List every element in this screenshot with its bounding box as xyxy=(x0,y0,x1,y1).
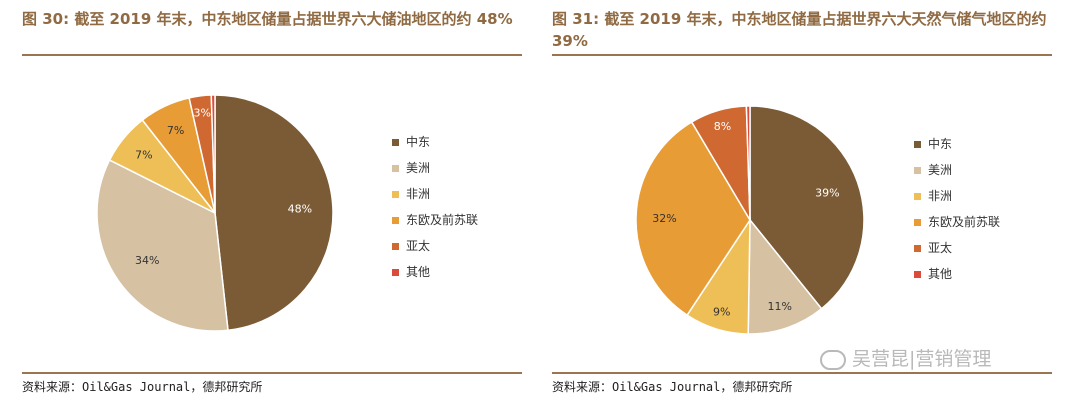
legend-swatch xyxy=(914,167,921,174)
title-divider xyxy=(552,54,1052,56)
legend-swatch xyxy=(392,269,399,276)
legend-label: 美洲 xyxy=(928,163,952,177)
slice-data-label: 3% xyxy=(193,106,210,119)
legend-label: 其他 xyxy=(406,265,430,279)
source-note: 资料来源：Oil&Gas Journal，德邦研究所 xyxy=(22,380,263,394)
slice-data-label: 7% xyxy=(135,149,152,162)
slice-data-label: 39% xyxy=(815,187,839,200)
wechat-icon xyxy=(820,349,846,370)
pie-slice-1 xyxy=(214,94,334,332)
source-note: 资料来源：Oil&Gas Journal，德邦研究所 xyxy=(552,380,793,394)
legend-swatch xyxy=(914,141,921,148)
right-chart-panel: 图 31: 截至 2019 年末，中东地区储量占据世界六大天然气储气地区的约 3… xyxy=(552,0,1080,408)
legend-swatch xyxy=(914,193,921,200)
slice-data-label: 7% xyxy=(167,124,184,137)
legend-label: 亚太 xyxy=(928,240,952,255)
legend-swatch xyxy=(392,243,399,250)
pie-slice-6 xyxy=(210,94,216,214)
legend-label: 中东 xyxy=(406,134,430,149)
legend-label: 其他 xyxy=(928,267,952,281)
watermark: 吴营昆|营销管理 xyxy=(820,344,991,371)
pie-slice-1 xyxy=(749,105,865,310)
pie-slice-6 xyxy=(745,105,751,221)
chart-title: 图 30: 截至 2019 年末，中东地区储量占据世界六大储油地区的约 48% xyxy=(22,10,513,28)
pie-slice-2 xyxy=(96,159,229,332)
pie-slice-2 xyxy=(747,217,823,335)
legend-label: 亚太 xyxy=(406,238,430,253)
pie-slice-4 xyxy=(635,121,751,317)
legend-label: 东欧及前苏联 xyxy=(928,214,1000,229)
legend-swatch xyxy=(914,271,921,278)
legend-swatch xyxy=(914,245,921,252)
slice-data-label: 34% xyxy=(135,254,159,267)
footer-divider xyxy=(22,372,522,374)
slice-data-label: 48% xyxy=(288,202,312,215)
left-chart-panel: 图 30: 截至 2019 年末，中东地区储量占据世界六大储油地区的约 48% … xyxy=(22,10,522,394)
legend-swatch xyxy=(914,219,921,226)
legend-swatch xyxy=(392,217,399,224)
footer-divider xyxy=(552,372,1052,374)
legend-swatch xyxy=(392,139,399,146)
slice-data-label: 8% xyxy=(714,120,731,133)
legend-label: 非洲 xyxy=(406,187,430,201)
legend-swatch xyxy=(392,191,399,198)
legend-label: 美洲 xyxy=(406,161,430,175)
legend-swatch xyxy=(392,165,399,172)
slice-data-label: 32% xyxy=(652,212,676,225)
slice-data-label: 9% xyxy=(713,305,730,318)
legend-label: 中东 xyxy=(928,136,952,151)
slice-data-label: 11% xyxy=(767,300,791,313)
watermark-text: 吴营昆|营销管理 xyxy=(852,348,992,370)
legend-label: 东欧及前苏联 xyxy=(406,212,478,227)
chart-title: 图 31: 截至 2019 年末，中东地区储量占据世界六大天然气储气地区的约 3… xyxy=(552,10,1047,50)
title-divider xyxy=(22,54,522,56)
legend-label: 非洲 xyxy=(928,189,952,203)
